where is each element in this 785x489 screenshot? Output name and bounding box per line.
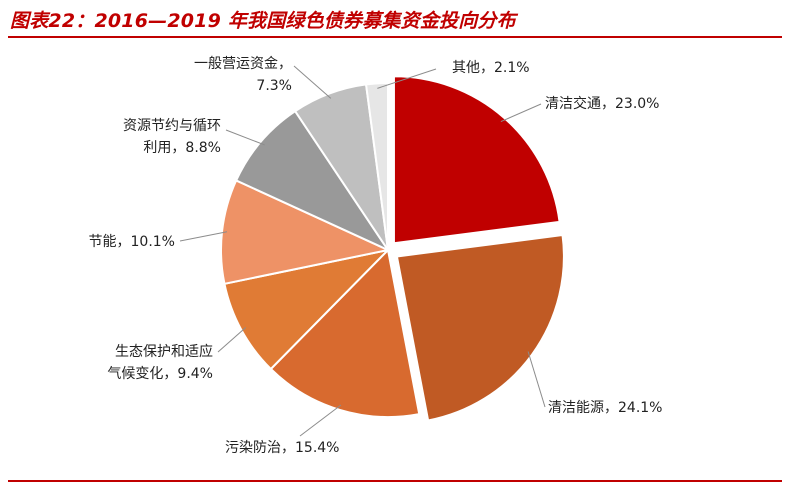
slice-label-8: 其他，2.1% bbox=[452, 60, 530, 76]
slice-label-7: 一般营运资金， 7.3% bbox=[194, 56, 292, 94]
bottom-rule bbox=[8, 480, 782, 482]
slice-label-line: 节能，10.1% bbox=[89, 234, 175, 250]
slice-label-line: 7.3% bbox=[256, 78, 292, 94]
title-rule bbox=[8, 36, 782, 38]
slice-label-2: 清洁能源，24.1% bbox=[548, 400, 662, 416]
slice-label-line: 污染防治，15.4% bbox=[225, 440, 339, 456]
slice-label-line: 其他，2.1% bbox=[452, 60, 530, 76]
slice-label-line: 利用，8.8% bbox=[143, 140, 221, 156]
leader-line-5 bbox=[179, 231, 228, 242]
slice-label-line: 清洁交通，23.0% bbox=[545, 95, 659, 112]
pie-slice-6 bbox=[234, 109, 391, 253]
slice-label-line: 生态保护和适应 bbox=[115, 343, 213, 360]
slice-label-5: 节能，10.1% bbox=[89, 234, 175, 250]
pie-slice-8 bbox=[364, 81, 389, 251]
slice-label-line: 一般营运资金， bbox=[194, 56, 292, 72]
leader-line-7 bbox=[293, 65, 332, 99]
slice-label-1: 清洁交通，23.0% bbox=[545, 95, 659, 112]
chart-title: 图表22：2016—2019 年我国绿色债券募集资金投向分布 bbox=[10, 10, 516, 32]
leader-line-3 bbox=[299, 404, 342, 437]
leader-line-8 bbox=[377, 68, 437, 89]
slice-label-line: 清洁能源，24.1% bbox=[548, 400, 662, 416]
slice-label-line: 气候变化，9.4% bbox=[107, 366, 213, 382]
leader-line-2 bbox=[527, 351, 546, 408]
slice-label-6: 资源节约与循环利用，8.8% bbox=[123, 118, 221, 156]
pie-slice-3 bbox=[269, 247, 421, 418]
slice-label-line: 资源节约与循环 bbox=[123, 118, 221, 134]
pie-slice-1 bbox=[392, 75, 561, 245]
leader-line-6 bbox=[225, 129, 265, 146]
pie-slice-2 bbox=[395, 233, 565, 422]
leader-line-1 bbox=[500, 103, 542, 123]
pie-slice-4 bbox=[223, 248, 392, 371]
slice-label-3: 污染防治，15.4% bbox=[225, 440, 339, 456]
leader-line-4 bbox=[217, 327, 247, 353]
pie-slice-5 bbox=[220, 179, 392, 285]
slice-label-4: 生态保护和适应气候变化，9.4% bbox=[107, 343, 213, 382]
